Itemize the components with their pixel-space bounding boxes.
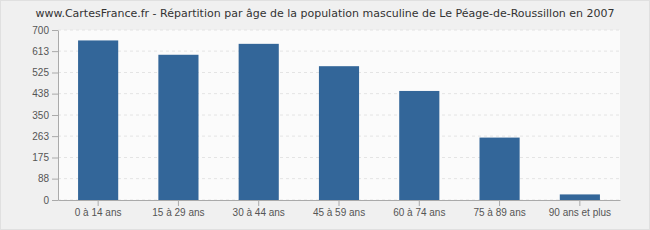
y-tick-label: 438	[32, 88, 49, 99]
y-tick: 263	[32, 131, 58, 142]
background	[1, 1, 650, 230]
x-axis: 0 à 14 ans 15 à 29 ans 30 à 44 ans 45 à 59 …	[59, 200, 621, 218]
y-tick: 175	[32, 152, 58, 163]
x-tick: 60 à 74 ans	[393, 200, 445, 218]
y-tick-label: 525	[32, 67, 49, 78]
y-tick-mark	[52, 73, 58, 74]
x-tick-label: 30 à 44 ans	[233, 207, 285, 218]
y-tick: 613	[32, 46, 58, 57]
bar	[158, 55, 198, 200]
grid	[58, 30, 620, 200]
y-tick-mark	[52, 200, 58, 201]
title: www.CartesFrance.fr - Répartition par âg…	[35, 7, 614, 20]
y-tick: 700	[32, 25, 58, 36]
y-tick-mark	[52, 94, 58, 95]
y-tick-label: 613	[32, 46, 49, 57]
bar	[239, 44, 279, 200]
x-tick: 45 à 59 ans	[313, 200, 365, 218]
x-tick-label: 45 à 59 ans	[313, 207, 365, 218]
x-tick-label: 15 à 29 ans	[152, 207, 204, 218]
x-tick: 15 à 29 ans	[152, 200, 204, 218]
chart: www.CartesFrance.fr - Répartition par âg…	[0, 0, 650, 230]
bar	[319, 66, 359, 200]
x-tick-label: 0 à 14 ans	[75, 207, 122, 218]
bar	[78, 40, 118, 200]
x-tick: 75 à 89 ans	[473, 200, 525, 218]
bar	[480, 138, 520, 200]
y-tick-mark	[52, 136, 58, 137]
y-tick: 88	[38, 173, 58, 184]
bar	[560, 194, 600, 200]
x-tick: 0 à 14 ans	[75, 200, 122, 218]
grid-line	[58, 30, 620, 31]
y-tick: 525	[32, 67, 58, 78]
bars	[78, 40, 600, 200]
y-tick-mark	[52, 30, 58, 31]
x-tick-label: 75 à 89 ans	[473, 207, 525, 218]
x-tick-mark	[579, 200, 580, 206]
x-tick-mark	[258, 200, 259, 206]
y-tick-mark	[52, 179, 58, 180]
x-tick-mark	[339, 200, 340, 206]
bar	[399, 91, 439, 200]
y-tick-mark	[52, 115, 58, 116]
x-tick: 90 ans et plus	[549, 200, 611, 218]
y-tick: 438	[32, 88, 58, 99]
x-tick: 30 à 44 ans	[233, 200, 285, 218]
y-tick-label: 350	[32, 110, 49, 121]
y-tick-mark	[52, 158, 58, 159]
y-tick: 0	[43, 195, 58, 206]
plot: 0 88 175 263 350 438 525 613 700 0 à 14 ans 15 à 2…	[32, 25, 620, 218]
x-tick-mark	[98, 200, 99, 206]
grid-line	[58, 51, 620, 52]
y-axis: 0 88 175 263 350 438 525 613 700	[32, 25, 58, 206]
x-tick-mark	[499, 200, 500, 206]
x-tick-mark	[419, 200, 420, 206]
y-tick-label: 263	[32, 131, 49, 142]
y-tick-label: 175	[32, 152, 49, 163]
x-tick-mark	[178, 200, 179, 206]
y-tick: 350	[32, 110, 58, 121]
x-tick-label: 90 ans et plus	[549, 207, 611, 218]
y-tick-mark	[52, 51, 58, 52]
y-tick-label: 700	[32, 25, 49, 36]
y-tick-label: 88	[38, 173, 50, 184]
plot-area	[58, 30, 620, 200]
y-tick-label: 0	[43, 195, 49, 206]
y-axis-line	[58, 31, 59, 201]
x-tick-label: 60 à 74 ans	[393, 207, 445, 218]
